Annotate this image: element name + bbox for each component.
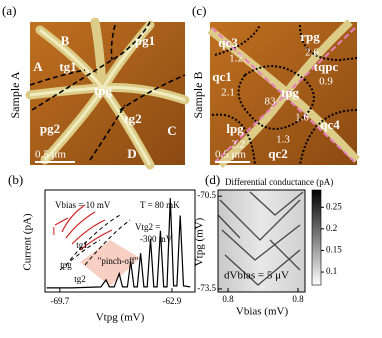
gate-label: 0.9: [319, 76, 333, 88]
gate-label: tg1: [59, 59, 76, 74]
gate-label: 2.6: [305, 47, 319, 59]
gate-label: qc4: [320, 117, 340, 132]
gate-label: qc3: [218, 35, 238, 50]
colorbar-tick-label: 0.15: [326, 245, 342, 255]
x-tick-label: 0.8: [222, 294, 234, 304]
afm-image-a: [25, 17, 190, 170]
panel-label: (b): [8, 172, 23, 187]
gate-label: rpg: [300, 29, 320, 44]
gate-label: 1.3: [276, 134, 290, 146]
gate-label: tqpc: [314, 59, 339, 74]
schematic-b: [54, 204, 140, 286]
plot-frame: [44, 189, 196, 293]
annotation: tg1: [76, 240, 88, 250]
gate-label: A: [33, 59, 43, 74]
annotation: tg2: [74, 274, 86, 284]
annotation: Vbias = 10 mV: [55, 200, 111, 210]
colorbar-tick-label: 0.1: [326, 266, 337, 276]
y-tick-label: -70.5: [197, 190, 216, 200]
gate-label: C: [167, 123, 176, 138]
annotation: I: [52, 226, 56, 238]
panel-label: (a): [2, 3, 16, 18]
y-axis-label: Current (pA): [22, 213, 34, 270]
gate-label: D: [127, 146, 136, 161]
scale-label: 0.5 μm: [215, 149, 246, 161]
colorbar: [311, 189, 322, 286]
gate-label: 1.2: [229, 53, 243, 65]
gate-label: qc2: [268, 146, 288, 161]
gate-label: tg2: [124, 111, 141, 126]
annotation: Vtg2 =: [135, 222, 160, 232]
x-axis-label: Vtpg (mV): [96, 312, 145, 324]
gate-label: lpg: [226, 121, 244, 136]
x-tick-label: -62.9: [163, 296, 182, 306]
sample-label: Sample A: [8, 71, 22, 118]
gate-label: qc1: [212, 69, 232, 84]
current-trace: [46, 198, 191, 289]
panel-label: (d): [205, 172, 220, 187]
gate-label: pg1: [135, 33, 155, 48]
scale-label: 0.5 μm: [35, 149, 66, 161]
gate-label: 83: [265, 96, 277, 108]
gate-label: tpg: [281, 85, 300, 100]
annotation: dVbias = 5 μV: [224, 270, 289, 282]
y-tick-label: -73.5: [197, 283, 216, 293]
gate-label: 2.1: [221, 87, 235, 99]
plot-frame: [217, 189, 306, 293]
annotation: T = 80 mK: [140, 200, 180, 210]
gate-label: 2.2: [231, 139, 245, 151]
x-tick-label: 0.8: [292, 294, 304, 304]
gate-label: 1.6: [295, 112, 309, 124]
sample-label: Sample B: [191, 72, 205, 119]
afm-image-c: [207, 19, 360, 169]
heatmap-image: [217, 190, 305, 292]
annotation: "pinch-off": [98, 256, 139, 266]
colorbar-tick-label: 0.25: [326, 201, 342, 211]
gate-label: pg2: [40, 121, 60, 136]
x-tick-label: -69.7: [50, 296, 69, 306]
gate-label: tpg: [94, 83, 113, 98]
annotation: tpg: [60, 260, 72, 270]
annotation: -300 mV: [140, 234, 173, 244]
gate-label: B: [61, 33, 70, 48]
colorbar-tick-label: 0.2: [326, 223, 337, 233]
y-axis-label: Vtpg (mV): [194, 217, 206, 266]
panel-label: (c): [192, 3, 206, 18]
x-axis-label: Vbias (mV): [236, 306, 289, 318]
chart-title: Differential conductance (pA): [225, 177, 333, 187]
